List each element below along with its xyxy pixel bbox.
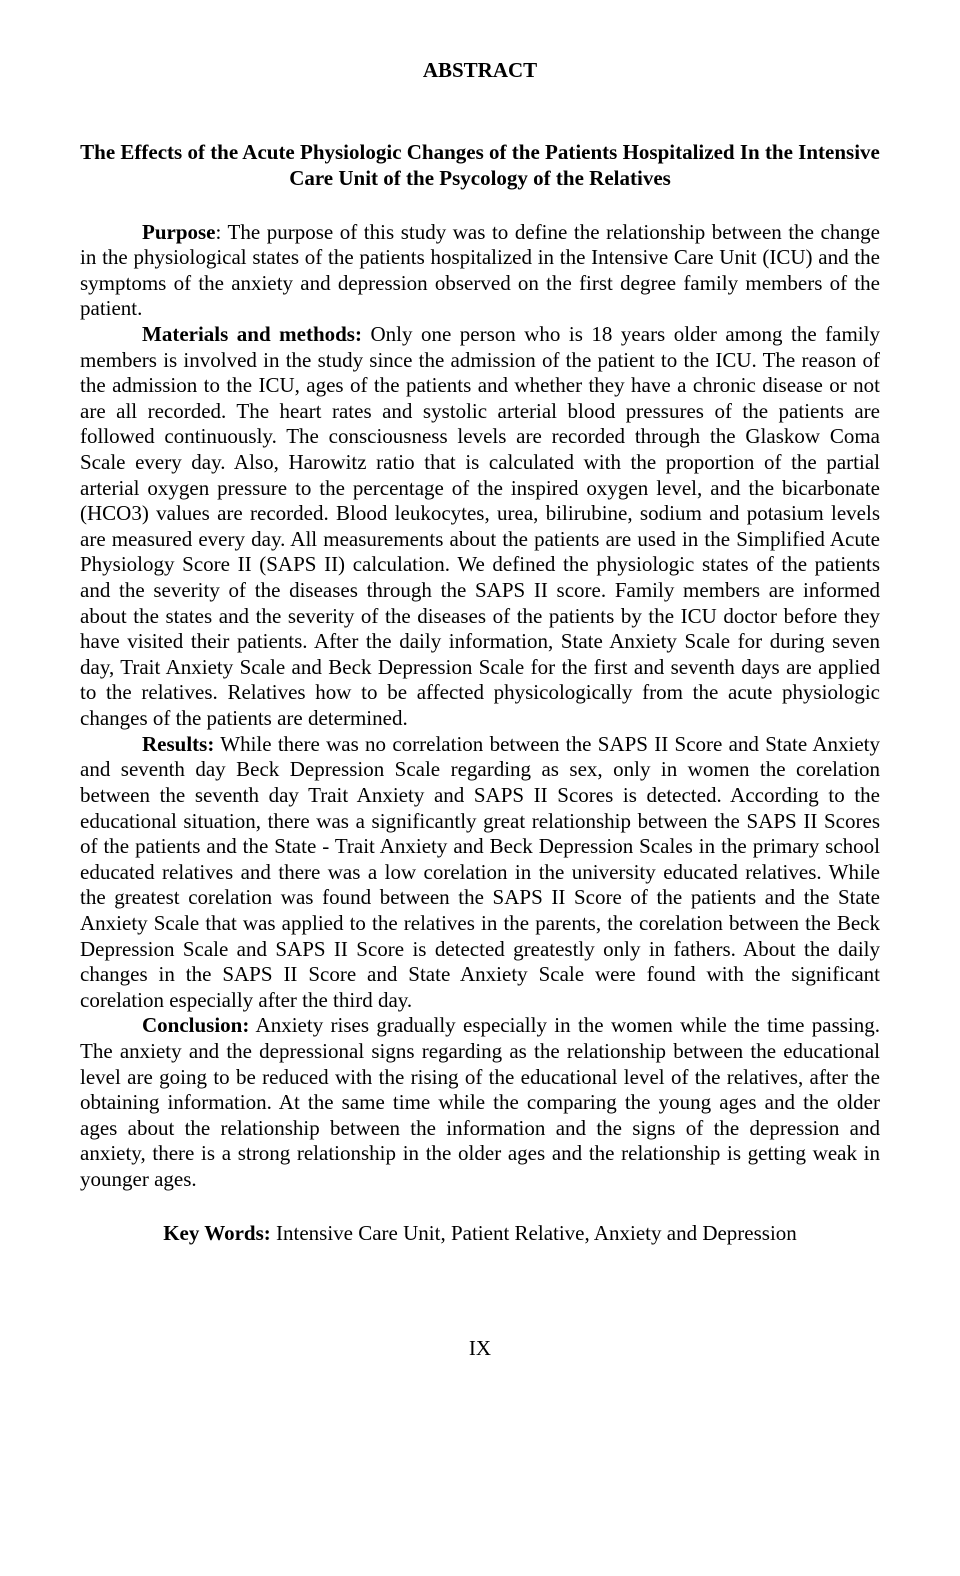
materials-text: Only one person who is 18 years older am… <box>80 322 880 730</box>
abstract-heading: ABSTRACT <box>80 58 880 83</box>
conclusion-label: Conclusion: <box>142 1013 249 1037</box>
keywords-label: Key Words: <box>163 1221 271 1245</box>
conclusion-text: Anxiety rises gradually especially in th… <box>80 1013 880 1191</box>
results-label: Results: <box>142 732 214 756</box>
keywords-text: Intensive Care Unit, Patient Relative, A… <box>271 1221 797 1245</box>
abstract-body: Purpose: The purpose of this study was t… <box>80 220 880 1193</box>
page-number: IX <box>80 1336 880 1361</box>
paper-title: The Effects of the Acute Physiologic Cha… <box>80 139 880 192</box>
materials-label: Materials and methods: <box>142 322 362 346</box>
keywords-line: Key Words: Intensive Care Unit, Patient … <box>80 1221 880 1246</box>
results-text: While there was no correlation between t… <box>80 732 880 1012</box>
purpose-label: Purpose <box>142 220 216 244</box>
